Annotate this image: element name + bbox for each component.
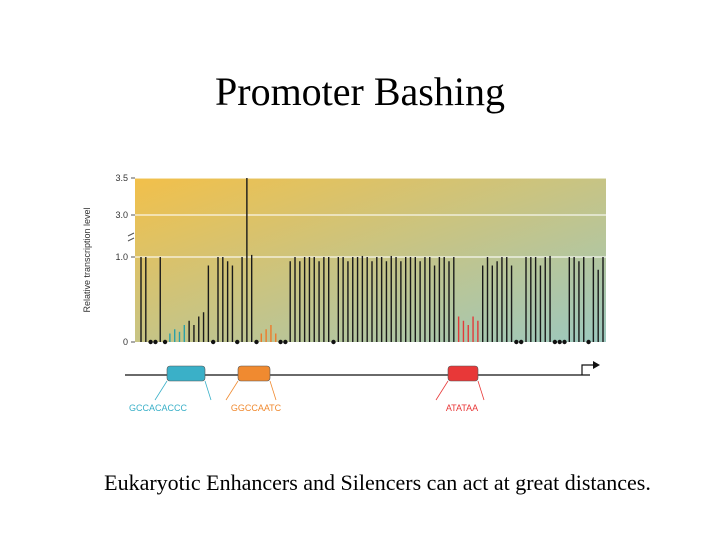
zero-marker-79	[518, 339, 524, 345]
zero-marker-88	[562, 339, 567, 345]
transcription-start-arrow	[581, 364, 597, 375]
zero-marker-40	[331, 339, 336, 345]
slide-caption: Eukaryotic Enhancers and Silencers can a…	[104, 470, 651, 495]
element-connector	[225, 380, 239, 401]
y-tick-label: 3.0	[115, 210, 128, 220]
element-box-2	[447, 365, 479, 382]
zero-marker-29	[278, 339, 283, 345]
zero-marker-5	[162, 339, 168, 345]
y-tick-label: 0	[123, 337, 128, 347]
y-tick-label: 1.0	[115, 252, 128, 262]
zero-dots	[148, 339, 591, 345]
bars	[140, 178, 604, 342]
promoter-map: GCCACACCC GGCCAATC ATATAA	[125, 361, 600, 413]
element-connector	[435, 380, 449, 401]
zero-marker-87	[557, 339, 562, 345]
plot-background	[135, 178, 606, 342]
element-connector	[477, 380, 485, 401]
element-connector	[154, 380, 168, 401]
zero-marker-93	[586, 339, 591, 345]
gridlines	[135, 177, 606, 258]
slide-title: Promoter Bashing	[215, 69, 505, 114]
element-label-1: GGCCAATC	[231, 403, 282, 413]
element-label-2: ATATAA	[446, 403, 478, 413]
zero-marker-86	[552, 339, 558, 345]
y-tick-label: 3.5	[115, 173, 128, 183]
element-connector	[269, 380, 277, 401]
zero-marker-30	[283, 339, 288, 345]
zero-marker-2	[148, 339, 153, 345]
element-box-1	[237, 365, 271, 382]
y-axis-label: Relative transcription level	[82, 207, 92, 312]
element-label-0: GCCACACCC	[129, 403, 188, 413]
zero-marker-24	[254, 339, 259, 345]
zero-marker-20	[235, 339, 240, 345]
zero-marker-3	[153, 339, 158, 345]
arrow-head-icon	[593, 361, 600, 369]
element-connector	[204, 380, 212, 401]
y-axis: 0 1.0 3.0 3.5	[115, 173, 135, 347]
zero-marker-78	[514, 339, 519, 345]
zero-marker-15	[210, 339, 216, 345]
axis-break-mark	[127, 232, 135, 242]
element-box-0	[166, 365, 206, 382]
